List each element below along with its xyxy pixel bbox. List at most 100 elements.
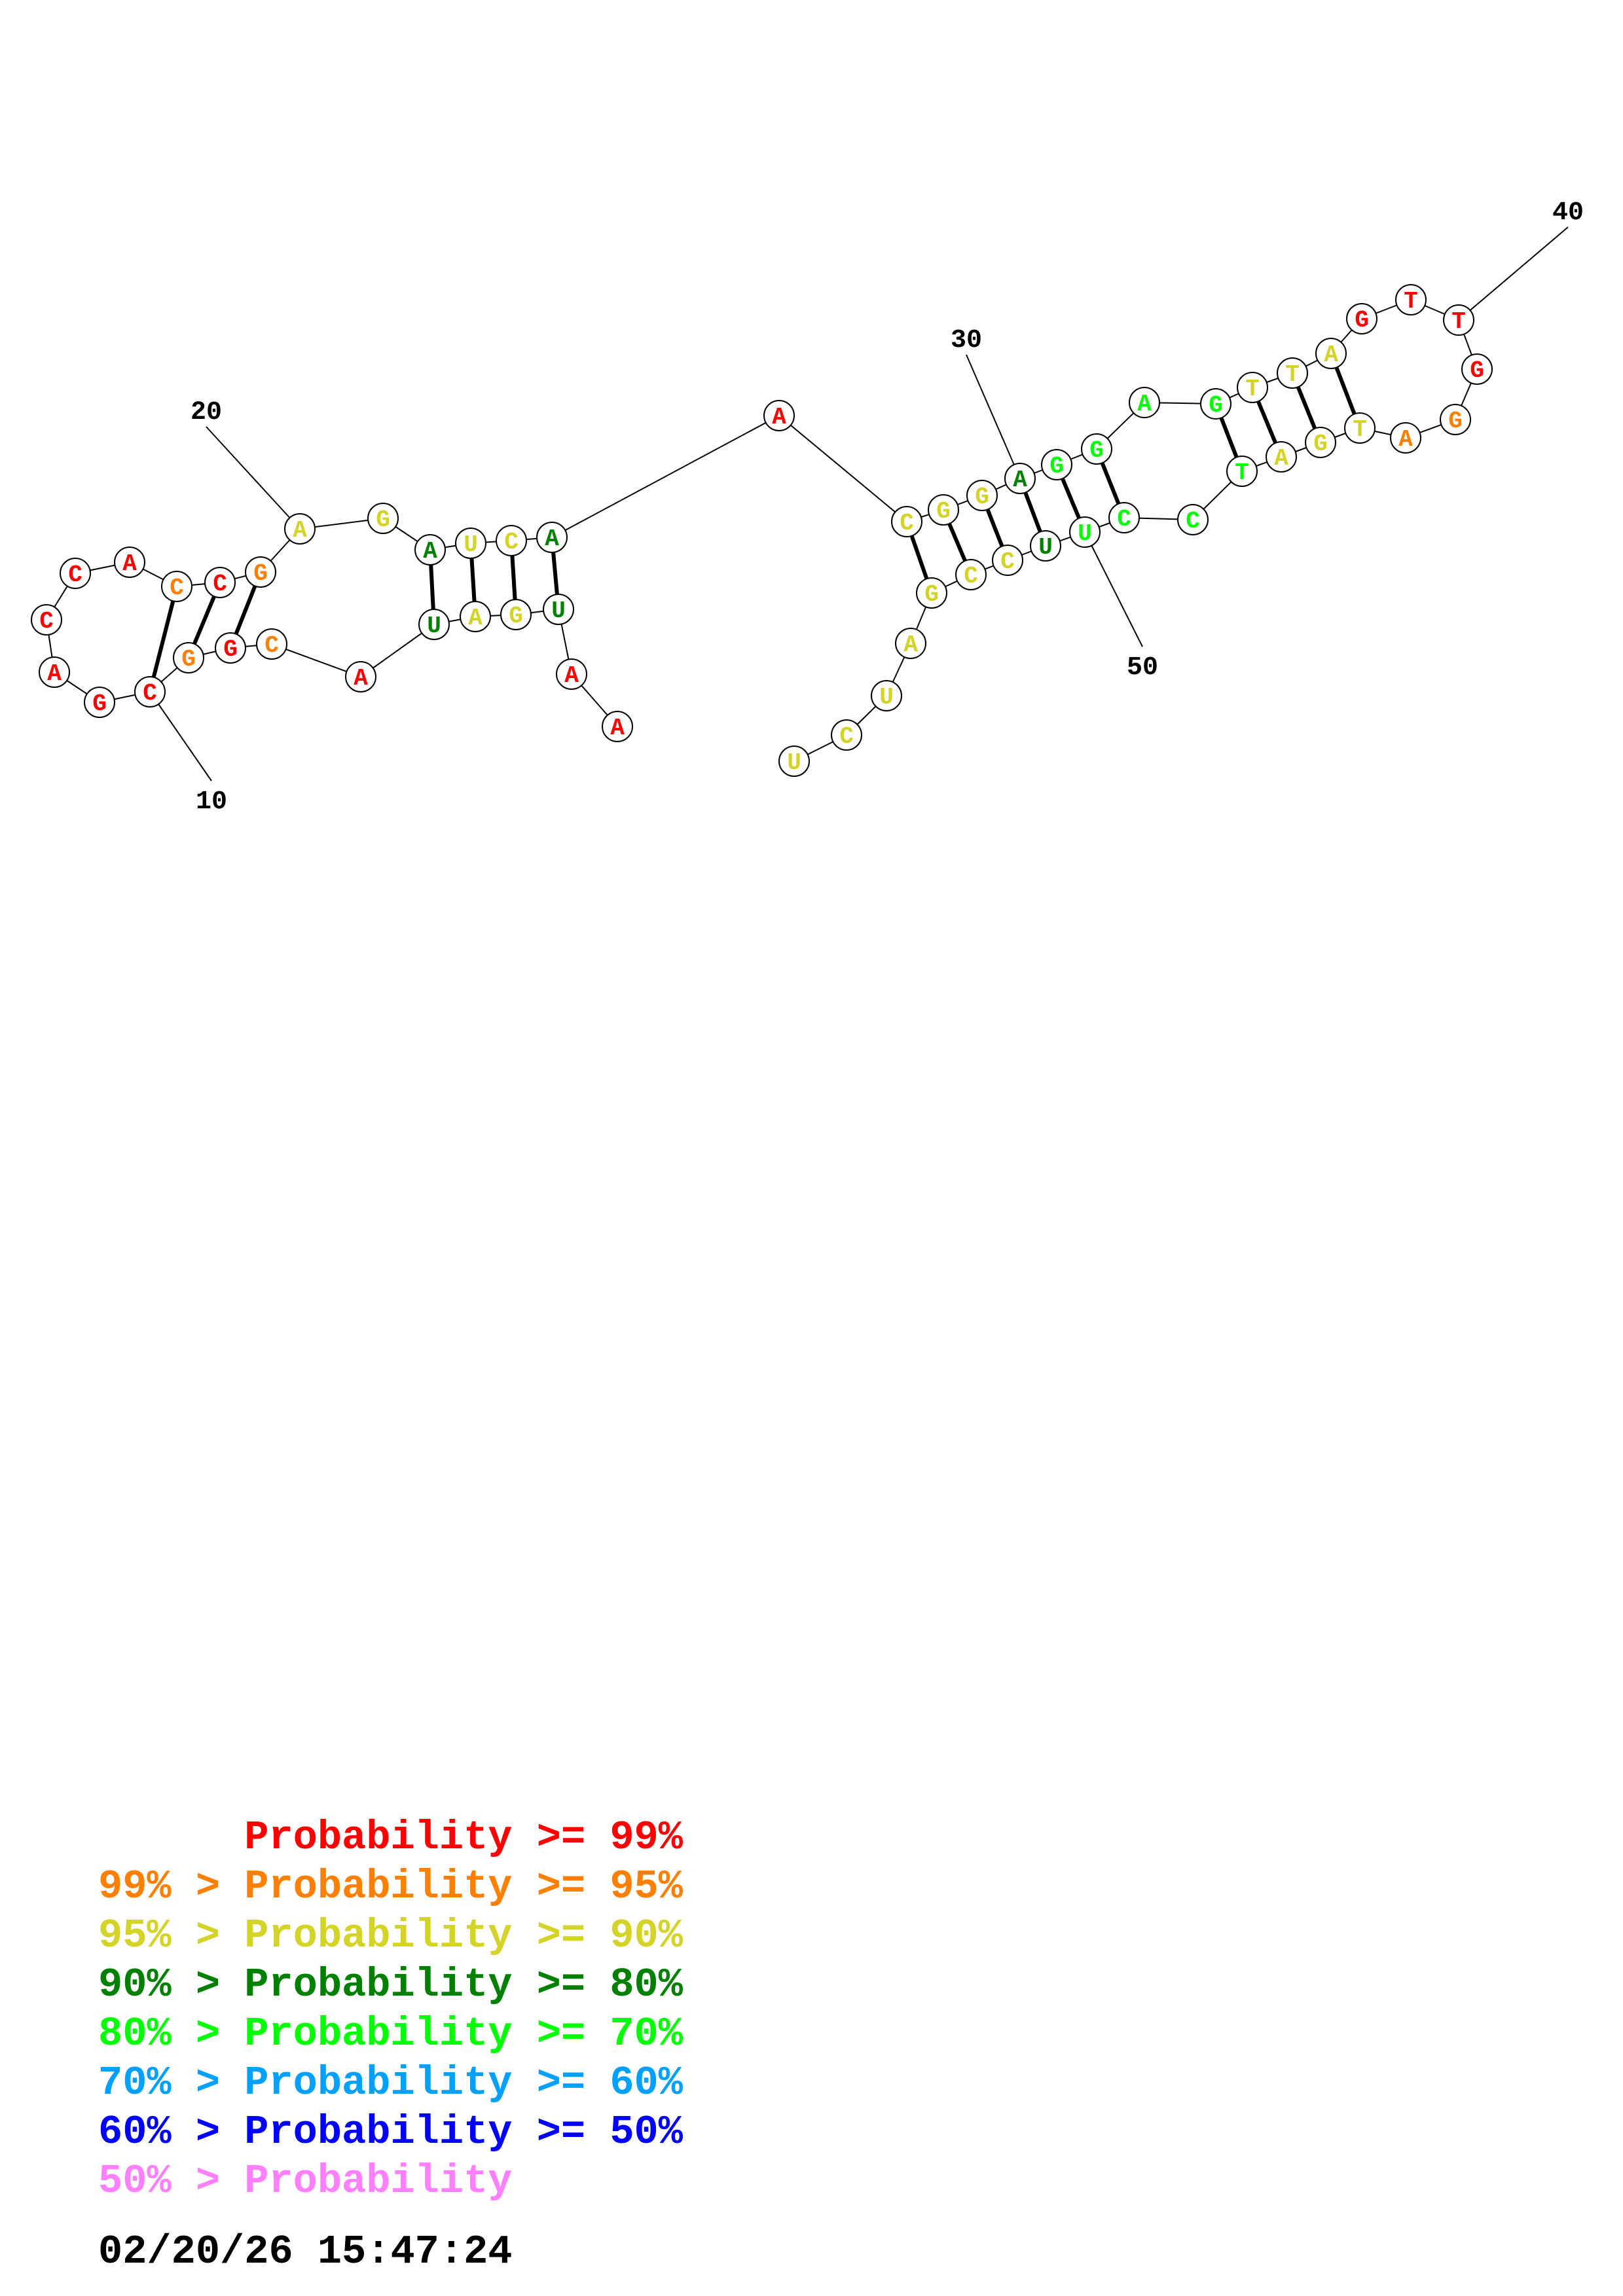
- nucleotide-circle: [39, 656, 70, 688]
- nucleotide-circle: [84, 687, 115, 718]
- nucleotide-letter: A: [354, 665, 368, 692]
- nucleotide-letter: G: [181, 646, 196, 673]
- nucleotide: G: [1305, 427, 1336, 458]
- nucleotide: G: [966, 480, 998, 511]
- nucleotide-circle: [1395, 284, 1427, 315]
- nucleotide-circle: [284, 513, 316, 545]
- nucleotide-circle: [204, 567, 236, 598]
- nucleotide-letter: G: [223, 636, 238, 663]
- legend-entry: 60% > Probability >= 50%: [98, 2109, 683, 2155]
- nucleotide-circle: [1069, 516, 1101, 548]
- nucleotide-letter: U: [551, 598, 566, 624]
- nucleotide-circle: [1129, 387, 1160, 418]
- nucleotide: A: [414, 534, 446, 565]
- index-tick-lines: [149, 226, 1569, 781]
- nucleotide: G: [173, 642, 204, 673]
- nucleotide-letter: T: [1353, 416, 1367, 443]
- nucleotide-letter: A: [903, 632, 918, 658]
- nucleotide-letter: A: [564, 662, 579, 689]
- nucleotide-circle: [31, 604, 62, 636]
- nucleotide-circle: [134, 676, 166, 708]
- nucleotide: T: [1277, 357, 1308, 389]
- nucleotide-circle: [895, 628, 926, 659]
- nucleotide-letter: G: [1355, 307, 1369, 334]
- nucleotide-letter: G: [92, 691, 107, 717]
- nucleotide: A: [895, 628, 926, 659]
- nucleotide-circle: [1041, 449, 1072, 480]
- nucleotide: C: [496, 525, 527, 556]
- nucleotide-circle: [556, 658, 587, 690]
- nucleotide-letter: A: [610, 715, 625, 742]
- nucleotide-circle: [460, 601, 491, 632]
- nucleotide: U: [778, 745, 810, 777]
- nucleotide: C: [891, 506, 922, 537]
- index-tick-line: [1458, 226, 1569, 321]
- nucleotide-circle: [831, 719, 862, 751]
- nucleotide-letter: A: [545, 526, 559, 552]
- nucleotide-circle: [1443, 304, 1474, 336]
- nucleotide-letter: C: [1117, 506, 1131, 533]
- nucleotide: A: [1004, 463, 1036, 494]
- nucleotide: G: [1081, 433, 1112, 465]
- nucleotide-circle: [916, 577, 947, 609]
- nucleotide-circle: [245, 556, 276, 588]
- nucleotide: C: [31, 604, 62, 636]
- nucleotide-letter: C: [1186, 508, 1200, 535]
- nucleotide-circle: [455, 528, 486, 559]
- nucleotide-letter: U: [1038, 534, 1053, 561]
- nucleotide-circle: [1108, 502, 1140, 533]
- nucleotide: C: [1177, 504, 1209, 535]
- nucleotide-circle: [1266, 441, 1297, 473]
- nucleotide: G: [84, 687, 115, 718]
- nucleotide-circle: [1346, 303, 1377, 334]
- nucleotide: T: [1344, 412, 1376, 444]
- nucleotide-letter: C: [213, 571, 227, 598]
- index-tick-line: [1084, 531, 1143, 647]
- nucleotide: A: [460, 601, 491, 632]
- legend-entry: 99% > Probability >= 95%: [98, 1863, 683, 1910]
- nucleotide: C: [161, 571, 192, 602]
- nucleotide: C: [60, 558, 91, 589]
- nucleotide-circle: [1226, 456, 1258, 487]
- nucleotide: U: [455, 528, 486, 559]
- nucleotide-circle: [1277, 357, 1308, 389]
- nucleotide: C: [831, 719, 862, 751]
- nucleotide-circle: [1305, 427, 1336, 458]
- nucleotide-letter: G: [1209, 392, 1223, 419]
- nucleotide-letter: U: [464, 531, 478, 558]
- nucleotide-circle: [543, 594, 574, 625]
- nucleotide-circle: [1440, 404, 1471, 435]
- nucleotide-letter: U: [1078, 520, 1092, 547]
- nucleotide: U: [1030, 530, 1061, 562]
- nucleotide-circle: [345, 661, 376, 692]
- nucleotide: T: [1226, 456, 1258, 487]
- nucleotide-circle: [955, 559, 987, 590]
- nucleotide-circle: [496, 525, 527, 556]
- nucleotide-circle: [1200, 388, 1231, 420]
- nucleotide-letter: C: [900, 510, 914, 537]
- nucleotide-letter: G: [1089, 437, 1104, 464]
- nucleotide: G: [928, 494, 959, 526]
- nucleotide: T: [1237, 372, 1268, 403]
- nucleotide: A: [536, 522, 568, 553]
- nucleotide: C: [256, 628, 287, 660]
- nucleotide-circle: [1344, 412, 1376, 444]
- nucleotide: C: [134, 676, 166, 708]
- nucleotide: A: [114, 547, 145, 578]
- nucleotide-letter: U: [427, 613, 441, 639]
- nucleotide-circle: [602, 711, 633, 742]
- nucleotide-letter: G: [975, 484, 989, 511]
- backbone-links: [46, 299, 1478, 762]
- nucleotide: G: [1461, 353, 1493, 385]
- nucleotide: A: [39, 656, 70, 688]
- index-label: 50: [1127, 653, 1158, 683]
- nucleotide-circle: [114, 547, 145, 578]
- nucleotide: G: [245, 556, 276, 588]
- nucleotide-circle: [414, 534, 446, 565]
- nucleotide: C: [992, 545, 1023, 576]
- nucleotide-letter: G: [924, 581, 939, 608]
- index-labels: 10 20 30 40 50: [191, 198, 1584, 817]
- nucleotide-letter: A: [1137, 391, 1152, 418]
- nucleotide-letter: A: [1274, 445, 1288, 472]
